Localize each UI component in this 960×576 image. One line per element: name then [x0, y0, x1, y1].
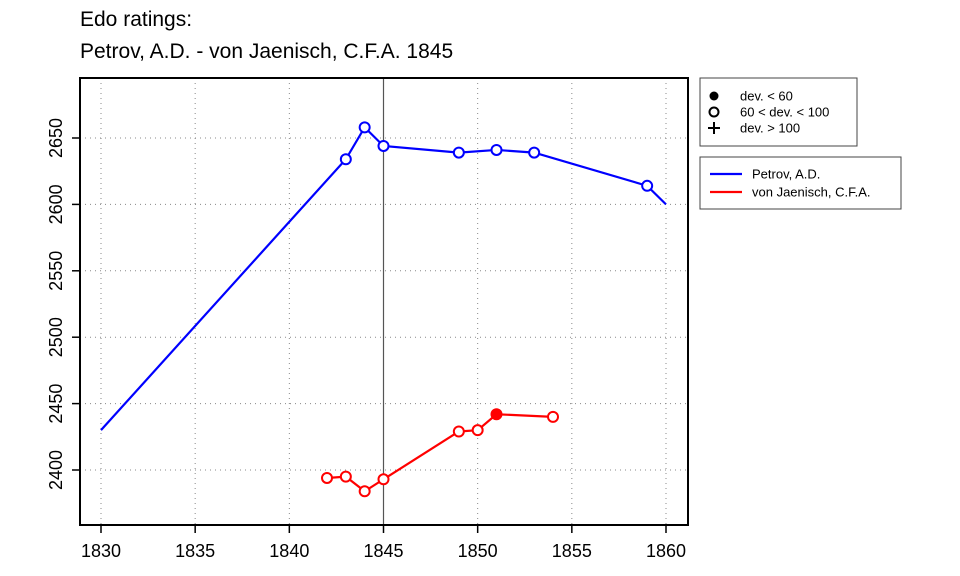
data-point	[490, 408, 503, 421]
series-legend-label: Petrov, A.D.	[752, 167, 820, 182]
data-point	[528, 146, 541, 159]
data-point	[377, 473, 390, 486]
marker-legend-box	[699, 77, 858, 147]
series-legend-box	[699, 156, 902, 210]
y-tick-label: 2450	[46, 384, 66, 424]
data-point	[471, 424, 484, 437]
x-tick-label: 1830	[81, 541, 121, 561]
marker-legend-label: dev. > 100	[740, 121, 800, 136]
chart-title-line-2: Petrov, A.D. - von Jaenisch, C.F.A. 1845	[80, 40, 454, 63]
y-tick-label: 2550	[46, 251, 66, 291]
x-tick-label: 1835	[175, 541, 215, 561]
data-point	[452, 425, 465, 438]
x-tick-label: 1845	[363, 541, 403, 561]
data-point	[339, 470, 352, 483]
y-tick-label: 2650	[46, 118, 66, 158]
x-tick-label: 1850	[458, 541, 498, 561]
y-tick-label: 2400	[46, 450, 66, 490]
marker-legend-label: dev. < 60	[740, 89, 793, 104]
x-tick-label: 1840	[269, 541, 309, 561]
series-line-1	[326, 413, 554, 493]
data-point	[339, 153, 352, 166]
data-point	[490, 143, 503, 156]
data-point	[641, 179, 654, 192]
series-legend-label: von Jaenisch, C.F.A.	[752, 185, 871, 200]
data-point	[358, 121, 371, 134]
x-tick-label: 1855	[552, 541, 592, 561]
x-tick-label: 1860	[646, 541, 686, 561]
y-tick-label: 2500	[46, 317, 66, 357]
data-point	[452, 146, 465, 159]
legend-marker-open	[708, 106, 720, 118]
y-tick-label: 2600	[46, 184, 66, 224]
data-point	[321, 471, 333, 484]
marker-legend-label: 60 < dev. < 100	[740, 105, 829, 120]
legend-marker-filled	[709, 91, 719, 101]
data-point	[547, 410, 559, 423]
data-point	[377, 139, 390, 152]
chart-title-line-1: Edo ratings:	[80, 8, 193, 31]
data-point	[358, 485, 371, 498]
